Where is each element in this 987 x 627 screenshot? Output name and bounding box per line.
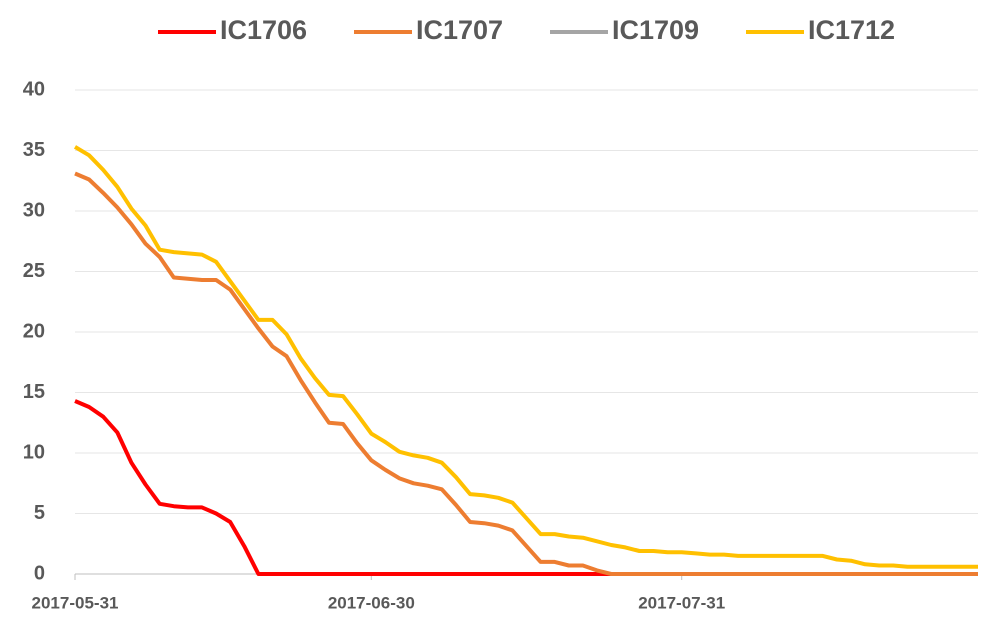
y-tick-label: 35 <box>23 139 45 161</box>
y-tick-label: 20 <box>23 320 45 342</box>
series-line <box>74 171 978 576</box>
x-tick-label: 2017-07-31 <box>638 593 725 612</box>
x-tick-label: 2017-06-30 <box>328 593 415 612</box>
y-tick-label: 15 <box>23 381 45 403</box>
y-tick-label: 0 <box>34 562 45 584</box>
legend-label: IC1707 <box>416 15 503 45</box>
series-line <box>73 145 978 569</box>
legend-label: IC1709 <box>612 15 699 45</box>
y-tick-label: 40 <box>23 78 45 100</box>
y-tick-label: 10 <box>23 441 45 463</box>
x-tick-label: 2017-05-31 <box>32 593 119 612</box>
legend-label: IC1712 <box>808 15 895 45</box>
legend-label: IC1706 <box>220 15 307 45</box>
y-tick-label: 30 <box>23 199 45 221</box>
y-tick-label: 25 <box>23 260 45 282</box>
y-tick-label: 5 <box>34 502 45 524</box>
